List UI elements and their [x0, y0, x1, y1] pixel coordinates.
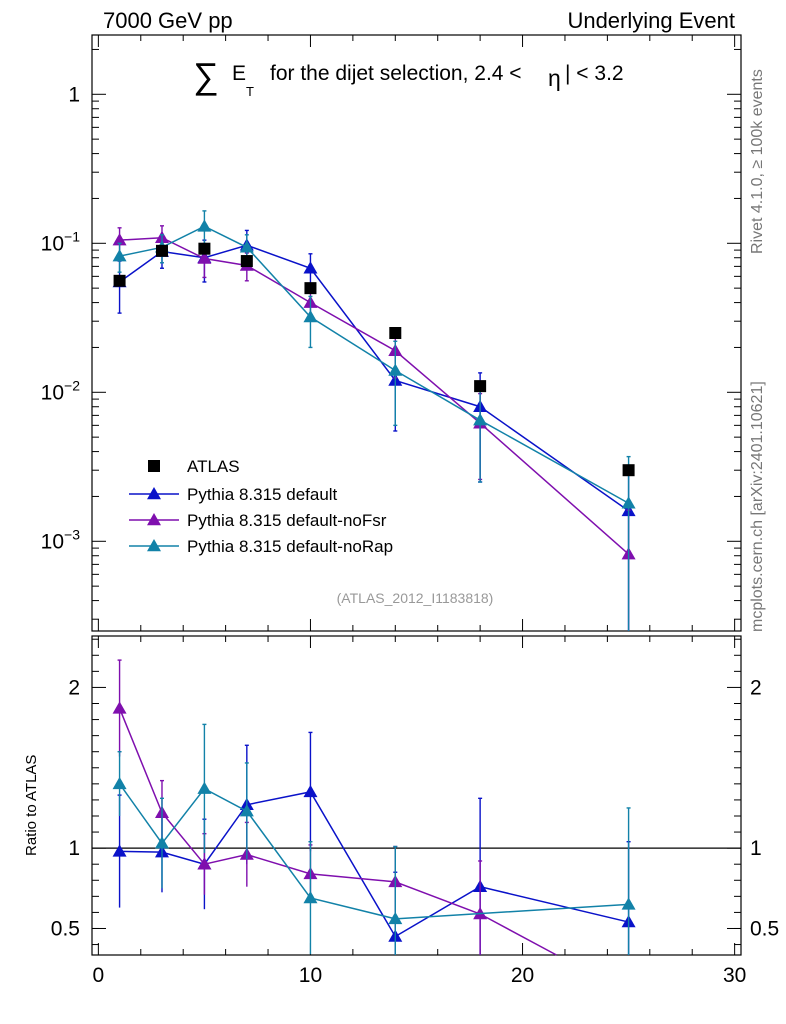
main-point-noRap: [303, 310, 318, 323]
analysis-tag: (ATLAS_2012_I1183818): [337, 590, 494, 606]
ratio-panel-frame: [91, 635, 742, 956]
main-series-data: [113, 242, 635, 477]
legend-entry-default: Pythia 8.315 default: [129, 485, 338, 504]
main-point-data: [113, 274, 126, 287]
title-et: E: [232, 62, 246, 85]
ratio-y-tick-label-right: 0.5: [750, 917, 779, 940]
header-right: Underlying Event: [567, 8, 735, 33]
header-left: 7000 GeV pp: [103, 8, 233, 33]
legend-label-data: ATLAS: [187, 457, 240, 476]
ratio-point-default: [303, 784, 318, 798]
main-series-noRap: [112, 210, 636, 631]
main-point-data: [198, 242, 211, 255]
legend-entry-noFsr: Pythia 8.315 default-noFsr: [129, 511, 387, 530]
main-y-tick-label: 10−1: [41, 228, 81, 255]
ratio-y-tick-label: 0.5: [51, 917, 80, 940]
main-line-noFsr: [119, 236, 630, 555]
ratio-point-noRap: [621, 897, 636, 910]
main-series-noFsr: [112, 225, 636, 631]
title-text: for the dijet selection, 2.4 <: [270, 62, 522, 85]
main-point-noRap: [197, 219, 212, 232]
ratio-series-noFsr: [112, 659, 557, 956]
ratio-point-noRap: [239, 804, 254, 817]
main-point-data: [240, 255, 253, 268]
main-axes: 1 10−1 10−2 10−3: [41, 35, 741, 631]
main-point-data: [474, 380, 487, 393]
legend-marker-noRap: [147, 539, 161, 552]
main-series-default: [112, 229, 636, 631]
main-y-tick-label: 10−2: [41, 377, 81, 404]
ratio-line-default: [119, 791, 629, 938]
main-point-data: [622, 464, 635, 477]
legend-label-noRap: Pythia 8.315 default-noRap: [187, 537, 393, 556]
x-tick-label: 20: [511, 964, 534, 987]
main-point-noRap: [621, 496, 636, 509]
ratio-line-noRap: [118, 783, 629, 920]
title-sum-symbol: ∑: [193, 55, 219, 96]
x-tick-label: 30: [723, 964, 746, 987]
main-point-noRap: [473, 413, 488, 426]
legend: ATLAS Pythia 8.315 default Pythia 8.315 de…: [129, 457, 393, 556]
ratio-y-tick-label-right: 2: [750, 676, 762, 699]
main-point-data: [155, 244, 168, 257]
title-eta: η: [548, 65, 561, 91]
main-line-noRap: [119, 225, 629, 504]
legend-label-noFsr: Pythia 8.315 default-noFsr: [187, 511, 387, 530]
ratio-y-label: Ratio to ATLAS: [23, 755, 40, 856]
main-y-tick-label: 10−3: [41, 526, 81, 553]
ratio-point-noRap: [388, 911, 403, 925]
ratio-point-noRap: [112, 776, 127, 790]
main-point-default: [303, 261, 318, 274]
main-point-data: [389, 327, 402, 339]
title-end: | < 3.2: [565, 62, 624, 85]
side-mcplots-label: mcplots.cern.ch [arXiv:2401.10621]: [749, 381, 766, 632]
ratio-series-noRap: [112, 723, 636, 955]
ratio-axes: 0 10 20 30 0.5 0.5 1 1 2 2: [51, 636, 779, 987]
legend-marker-data: [148, 460, 160, 472]
main-point-noRap: [388, 363, 403, 376]
ratio-line-noFsr: [118, 708, 557, 956]
ratio-y-tick-label: 2: [68, 676, 80, 699]
main-point-noFsr: [197, 251, 212, 264]
main-point-data: [304, 282, 317, 295]
main-series: [112, 210, 636, 631]
ratio-series-default: [112, 731, 636, 955]
x-tick-label: 0: [93, 964, 105, 987]
main-line-default: [119, 244, 630, 512]
side-rivet-label: Rivet 4.1.0, ≥ 100k events: [749, 69, 766, 254]
main-panel-frame: [91, 34, 742, 632]
legend-entry-noRap: Pythia 8.315 default-noRap: [129, 537, 393, 556]
ratio-point-noRap: [154, 836, 169, 849]
title-et-sub: T: [246, 84, 254, 99]
ratio-y-tick-label-right: 1: [750, 837, 762, 860]
ratio-point-noRap: [303, 890, 318, 904]
ratio-point-default: [112, 844, 127, 857]
ratio-point-noRap: [197, 781, 212, 794]
x-tick-label: 10: [299, 964, 322, 987]
legend-entry-data: ATLAS: [148, 457, 240, 476]
main-point-noFsr: [112, 233, 127, 246]
ratio-point-noFsr: [197, 857, 212, 870]
ratio-series: [112, 659, 636, 956]
legend-marker-default: [147, 487, 161, 500]
main-point-noRap: [239, 240, 254, 253]
main-y-tick-label: 1: [68, 83, 80, 106]
ratio-point-noFsr: [112, 701, 127, 714]
ratio-y-tick-label: 1: [68, 837, 80, 860]
legend-label-default: Pythia 8.315 default: [187, 485, 338, 504]
plot-title: ∑ E T for the dijet selection, 2.4 < η |…: [193, 55, 624, 99]
main-point-noRap: [112, 249, 127, 262]
legend-marker-noFsr: [147, 513, 161, 526]
